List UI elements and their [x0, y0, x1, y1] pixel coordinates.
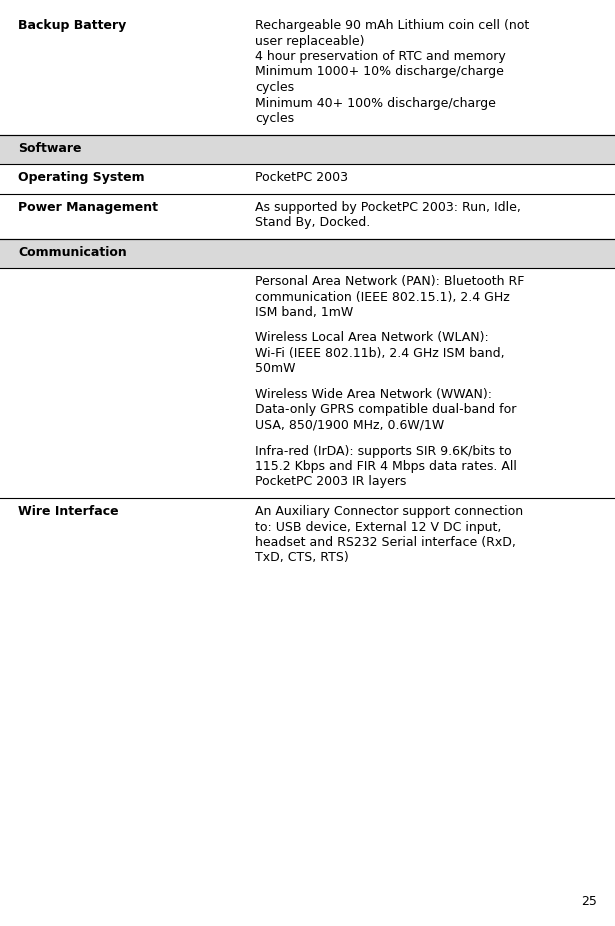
- Bar: [0, 239, 615, 268]
- Text: As supported by PocketPC 2003: Run, Idle,: As supported by PocketPC 2003: Run, Idle…: [255, 201, 521, 214]
- Text: user replaceable): user replaceable): [255, 34, 365, 47]
- Text: 115.2 Kbps and FIR 4 Mbps data rates. All: 115.2 Kbps and FIR 4 Mbps data rates. Al…: [255, 460, 517, 473]
- Text: Wireless Local Area Network (WLAN):: Wireless Local Area Network (WLAN):: [255, 332, 489, 344]
- Text: Minimum 40+ 100% discharge/charge: Minimum 40+ 100% discharge/charge: [255, 96, 496, 109]
- Text: TxD, CTS, RTS): TxD, CTS, RTS): [255, 552, 349, 565]
- Text: cycles: cycles: [255, 112, 294, 125]
- Text: 4 hour preservation of RTC and memory: 4 hour preservation of RTC and memory: [255, 50, 506, 63]
- Text: communication (IEEE 802.15.1), 2.4 GHz: communication (IEEE 802.15.1), 2.4 GHz: [255, 291, 510, 304]
- Text: Communication: Communication: [18, 245, 127, 258]
- Text: Software: Software: [18, 142, 82, 155]
- Text: cycles: cycles: [255, 81, 294, 94]
- Text: USA, 850/1900 MHz, 0.6W/1W: USA, 850/1900 MHz, 0.6W/1W: [255, 419, 444, 432]
- Text: Backup Battery: Backup Battery: [18, 19, 126, 32]
- Text: Wi-Fi (IEEE 802.11b), 2.4 GHz ISM band,: Wi-Fi (IEEE 802.11b), 2.4 GHz ISM band,: [255, 347, 505, 360]
- Text: 50mW: 50mW: [255, 362, 295, 376]
- Text: Wireless Wide Area Network (WWAN):: Wireless Wide Area Network (WWAN):: [255, 388, 492, 401]
- Bar: [0, 134, 615, 164]
- Text: ISM band, 1mW: ISM band, 1mW: [255, 306, 353, 319]
- Text: An Auxiliary Connector support connection: An Auxiliary Connector support connectio…: [255, 505, 523, 518]
- Text: to: USB device, External 12 V DC input,: to: USB device, External 12 V DC input,: [255, 520, 501, 533]
- Text: 25: 25: [581, 895, 597, 908]
- Text: Rechargeable 90 mAh Lithium coin cell (not: Rechargeable 90 mAh Lithium coin cell (n…: [255, 19, 530, 32]
- Text: Infra-red (IrDA): supports SIR 9.6K/bits to: Infra-red (IrDA): supports SIR 9.6K/bits…: [255, 444, 512, 457]
- Text: Data-only GPRS compatible dual-band for: Data-only GPRS compatible dual-band for: [255, 404, 517, 417]
- Text: Power Management: Power Management: [18, 201, 158, 214]
- Text: Minimum 1000+ 10% discharge/charge: Minimum 1000+ 10% discharge/charge: [255, 66, 504, 79]
- Text: Operating System: Operating System: [18, 171, 145, 184]
- Text: PocketPC 2003 IR layers: PocketPC 2003 IR layers: [255, 475, 407, 489]
- Text: headset and RS232 Serial interface (RxD,: headset and RS232 Serial interface (RxD,: [255, 536, 516, 549]
- Text: Personal Area Network (PAN): Bluetooth RF: Personal Area Network (PAN): Bluetooth R…: [255, 275, 525, 288]
- Text: PocketPC 2003: PocketPC 2003: [255, 171, 348, 184]
- Text: Wire Interface: Wire Interface: [18, 505, 119, 518]
- Text: Stand By, Docked.: Stand By, Docked.: [255, 216, 370, 229]
